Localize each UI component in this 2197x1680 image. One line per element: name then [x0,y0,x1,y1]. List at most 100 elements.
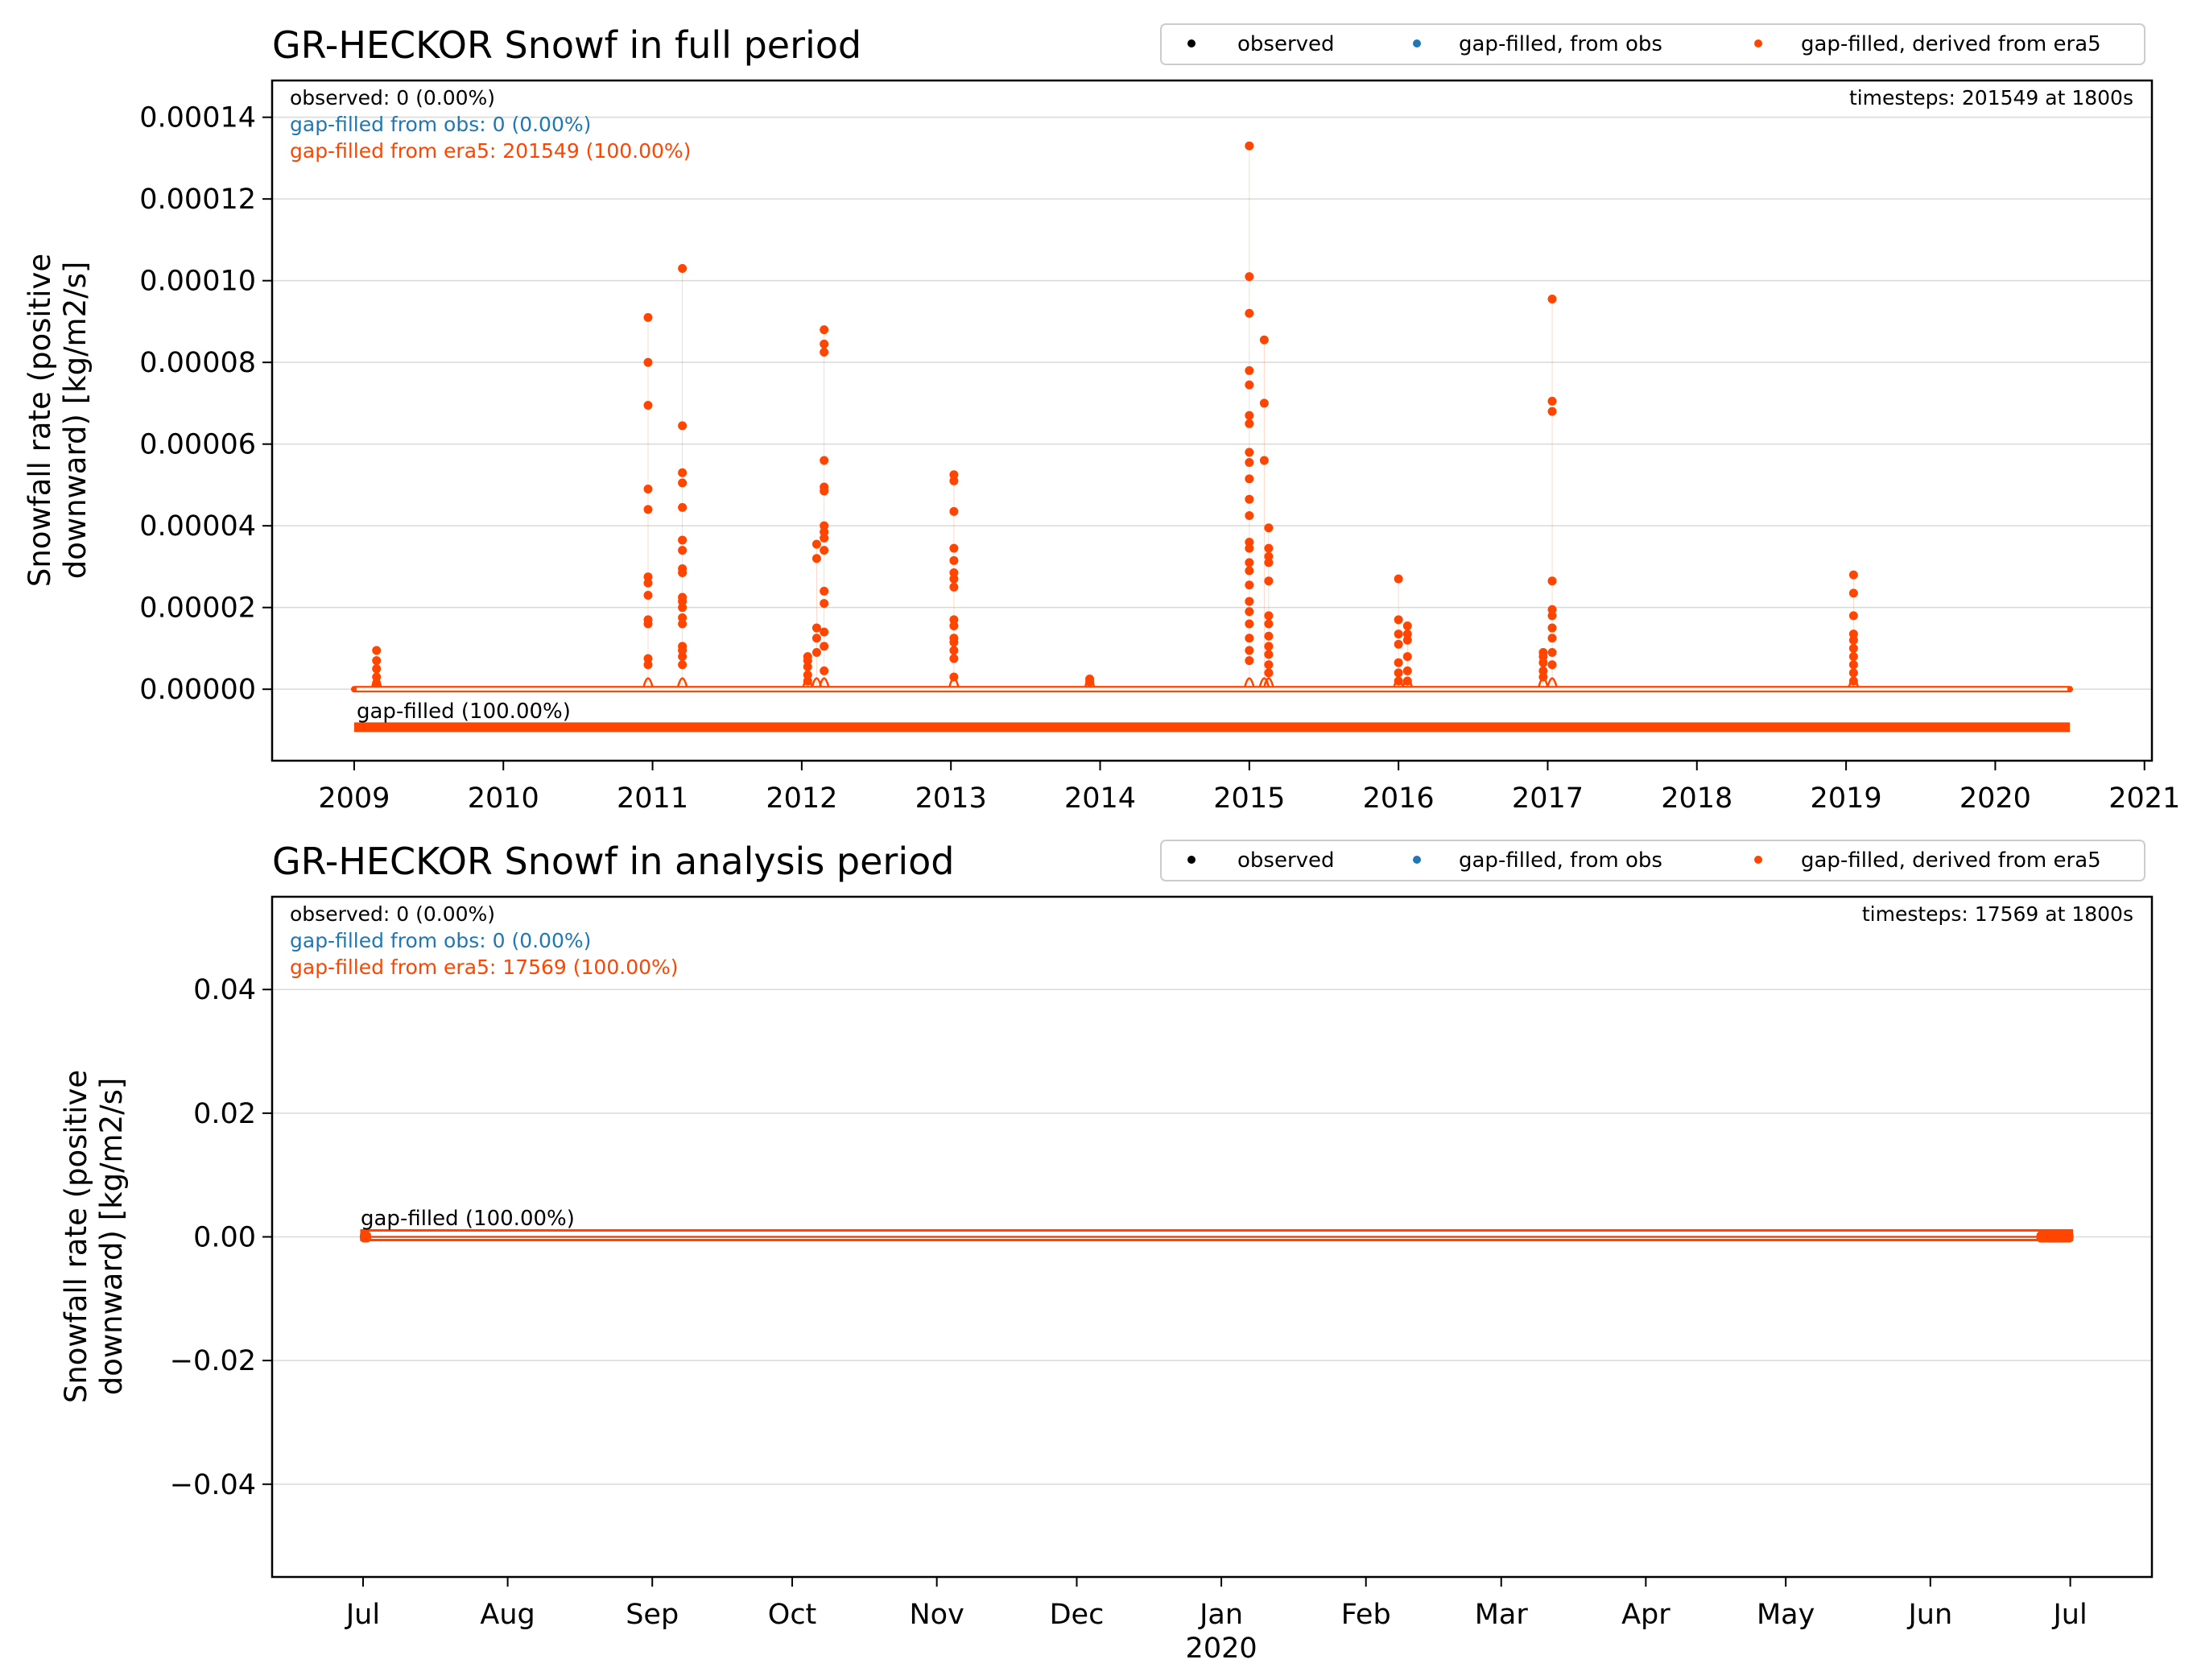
top-data-point [1264,576,1274,586]
bottom-y-tick-label: −0.02 [170,1345,256,1377]
bottom-ylabel-line-1: Snowfall rate (positive [59,1070,93,1403]
top-data-point [678,263,688,273]
top-data-point [1402,666,1412,675]
top-data-point [678,468,688,477]
top-data-point [1848,643,1858,653]
top-data-point [678,478,688,488]
top-data-point [1538,652,1548,662]
top-x-tick-label: 2013 [915,782,987,815]
top-data-point [643,660,653,670]
top-stat-timesteps: timesteps: 201549 at 1800s [1849,86,2133,109]
top-data-point [1259,335,1269,345]
top-data-point [1538,658,1548,667]
bottom-legend-label-from-obs: gap-filled, from obs [1459,848,1662,873]
top-data-point [372,679,382,688]
top-data-point [1264,523,1274,533]
top-y-tick-label: 0.00008 [139,347,256,379]
top-y-tick-label: 0.00006 [139,429,256,461]
top-data-point [1264,642,1274,651]
bottom-gapfill-label: gap-filled (100.00%) [361,1207,575,1231]
top-data-point [678,619,688,629]
top-data-point [803,662,812,671]
top-data-point [949,672,959,682]
top-ylabel-line-2: downward) [kg/m2/s] [58,262,93,580]
top-data-point [1245,537,1254,547]
top-data-point [820,456,829,465]
top-data-point [643,578,653,588]
top-legend: observed gap-filled, from obs gap-filled… [1160,23,2145,65]
bottom-series-band [360,1229,2074,1241]
top-x-tick-label: 2019 [1811,782,1882,815]
top-data-point [1259,456,1269,465]
top-stat-era5: gap-filled from era5: 201549 (100.00%) [290,139,691,163]
bottom-y-tick-label: −0.04 [170,1469,256,1501]
top-data-point [1085,677,1095,687]
top-data-point [949,615,959,625]
top-data-point [1547,660,1557,670]
bottom-x-tick-label: Jan [1198,1599,1243,1631]
top-y-tick-label: 0.00012 [139,184,256,216]
top-gapfill-bar [353,722,2071,733]
top-data-point [643,590,653,600]
top-data-point [1547,605,1557,614]
top-data-point [1245,365,1254,375]
top-data-point [949,646,959,655]
top-ylabel-line-1: Snowfall rate (positive [23,254,57,587]
top-data-point [1848,676,1858,686]
top-data-point [1402,652,1412,662]
bottom-x-tick-label: Sep [626,1599,679,1631]
bottom-legend-marker-from-obs [1413,856,1421,864]
top-data-point [820,642,829,651]
top-data-point [1245,566,1254,576]
top-data-point [1848,588,1858,598]
bottom-x-tick-label: Nov [909,1599,964,1631]
top-data-point [1547,648,1557,658]
top-data-point [1547,576,1557,586]
top-data-point [1264,668,1274,678]
top-data-point [1245,596,1254,606]
top-data-point [1264,551,1274,561]
top-data-point [1245,141,1254,151]
top-data-point [803,670,812,679]
top-data-point [1538,672,1548,682]
bottom-stat-observed: observed: 0 (0.00%) [290,902,495,926]
top-data-point [1245,494,1254,504]
top-data-point [1538,666,1548,675]
top-y-tick-label: 0.00004 [139,510,256,543]
top-data-point [678,421,688,431]
bottom-x-tick-label: Feb [1341,1599,1391,1631]
top-y-tick-label: 0.00010 [139,266,256,298]
top-plot-frame [270,79,2154,762]
top-data-point [1264,611,1274,621]
top-data-point [1264,650,1274,659]
bottom-chart-title: GR-HECKOR Snowf in analysis period [272,840,954,883]
top-data-point [643,619,653,629]
top-data-point [1848,668,1858,678]
top-data-point [1245,448,1254,457]
bottom-legend-marker-observed [1187,856,1196,864]
top-data-point [1402,629,1412,639]
top-data-point [1394,658,1403,667]
top-data-point [1245,580,1254,590]
bottom-x-tick-label: Mar [1475,1599,1529,1631]
top-x-tick-label: 2021 [2108,782,2180,815]
top-data-point [949,568,959,578]
top-data-point [820,486,829,496]
top-y-tick-label: 0.00000 [139,674,256,706]
top-data-point [1547,407,1557,416]
top-data-point [820,521,829,530]
top-series-spike [818,677,830,689]
top-series-spike [642,677,655,689]
top-data-point [820,599,829,609]
top-legend-label-era5: gap-filled, derived from era5 [1801,32,2101,56]
top-data-point [1264,660,1274,670]
top-data-point [949,574,959,584]
top-chart-title: GR-HECKOR Snowf in full period [272,23,861,67]
top-data-point [1245,656,1254,666]
top-x-tick-label: 2009 [318,782,390,815]
top-data-point [1394,676,1403,686]
top-data-point [949,506,959,516]
top-data-point [1402,621,1412,631]
top-gapfill-label: gap-filled (100.00%) [357,700,571,724]
top-series-spike [1243,677,1256,689]
